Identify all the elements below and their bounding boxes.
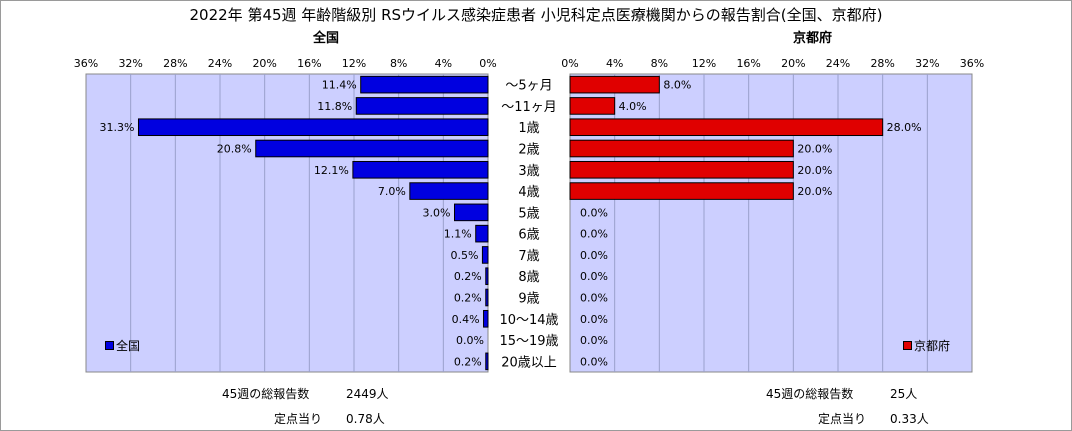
right-data-label: 0.0% <box>580 249 608 262</box>
category-label: 10～14歳 <box>499 313 558 328</box>
right-data-label: 0.0% <box>580 334 608 347</box>
category-label: 15～19歳 <box>499 334 558 349</box>
left-data-label: 0.2% <box>454 355 482 368</box>
right-data-label: 0.0% <box>580 355 608 368</box>
left-tick-label: 16% <box>297 57 321 70</box>
left-data-label: 0.2% <box>454 270 482 283</box>
left-data-label: 3.0% <box>423 206 451 219</box>
right-data-label: 28.0% <box>887 121 922 134</box>
right-tick-label: 4% <box>606 57 623 70</box>
left-tick-label: 12% <box>342 57 366 70</box>
left-tick-label: 8% <box>390 57 407 70</box>
left-bar <box>255 139 489 158</box>
right-data-label: 4.0% <box>619 100 647 113</box>
left-data-label: 0.2% <box>454 292 482 305</box>
kyoto-per-label: 定点当り <box>818 412 867 426</box>
left-data-label: 11.4% <box>322 79 357 92</box>
category-label: ～5ヶ月 <box>505 79 552 94</box>
category-label: 9歳 <box>518 292 539 307</box>
right-data-label: 0.0% <box>580 228 608 241</box>
right-bar <box>569 97 616 115</box>
left-tick-label: 20% <box>252 57 276 70</box>
left-bar <box>483 309 489 328</box>
right-tick-label: 28% <box>870 57 894 70</box>
right-data-label: 8.0% <box>663 79 691 92</box>
national-per-value: 0.78人 <box>346 412 385 426</box>
category-label: 7歳 <box>518 249 539 264</box>
left-tick-label: 24% <box>208 57 232 70</box>
right-tick-label: 24% <box>826 57 850 70</box>
kyoto-legend-swatch <box>903 341 912 350</box>
left-data-label: 0.4% <box>452 313 480 326</box>
left-bar <box>454 203 489 222</box>
right-data-label: 20.0% <box>797 143 832 156</box>
left-data-label: 0.0% <box>456 334 484 347</box>
category-label: 8歳 <box>518 270 539 285</box>
kyoto-legend-label: 京都府 <box>914 339 951 353</box>
left-data-label: 31.3% <box>100 121 135 134</box>
right-bar <box>569 160 794 179</box>
left-data-label: 0.5% <box>450 249 478 262</box>
left-tick-label: 36% <box>74 57 98 70</box>
right-bar <box>569 118 884 137</box>
left-bar <box>137 118 489 137</box>
left-tick-label: 0% <box>479 57 496 70</box>
national-total-value: 2449人 <box>346 387 389 401</box>
right-bar <box>569 182 794 200</box>
left-bar <box>352 160 489 179</box>
right-data-label: 20.0% <box>797 164 832 177</box>
category-label: 1歳 <box>518 121 539 136</box>
chart-title: 2022年 第45週 年齢階級別 RSウイルス感染症患者 小児科定点医療機関から… <box>189 6 883 24</box>
right-bar <box>569 75 660 94</box>
national-per-label: 定点当り <box>274 412 323 426</box>
right-tick-label: 20% <box>781 57 805 70</box>
left-data-label: 11.8% <box>317 100 352 113</box>
category-label: 4歳 <box>518 185 539 200</box>
kyoto-legend: 京都府 <box>903 337 950 354</box>
left-tick-label: 28% <box>163 57 187 70</box>
right-data-label: 0.0% <box>580 270 608 283</box>
category-label: 2歳 <box>518 143 539 158</box>
right-data-label: 0.0% <box>580 292 608 305</box>
left-bar <box>360 75 489 94</box>
left-bar <box>485 267 489 286</box>
national-legend-label: 全国 <box>116 339 141 353</box>
left-bar <box>481 246 489 264</box>
right-data-label: 20.0% <box>797 185 832 198</box>
category-label: 5歳 <box>518 206 539 221</box>
left-tick-label: 4% <box>435 57 452 70</box>
right-data-label: 0.0% <box>580 313 608 326</box>
left-data-label: 1.1% <box>444 228 472 241</box>
right-tick-label: 36% <box>960 57 984 70</box>
category-label: 3歳 <box>518 164 539 179</box>
left-bar <box>409 182 489 200</box>
right-tick-label: 32% <box>915 57 939 70</box>
left-bar <box>355 97 489 115</box>
left-tick-label: 32% <box>118 57 142 70</box>
left-data-label: 7.0% <box>378 185 406 198</box>
category-label: 20歳以上 <box>501 355 557 370</box>
right-tick-label: 0% <box>561 57 578 70</box>
left-bar <box>475 224 489 243</box>
kyoto-total-label: 45週の総報告数 <box>766 387 854 401</box>
left-data-label: 20.8% <box>217 143 252 156</box>
national-legend-swatch <box>105 341 114 350</box>
kyoto-panel-title: 京都府 <box>793 31 833 46</box>
left-data-label: 12.1% <box>314 164 349 177</box>
kyoto-per-value: 0.33人 <box>890 412 929 426</box>
right-tick-label: 8% <box>651 57 668 70</box>
kyoto-total-value: 25人 <box>890 387 918 401</box>
right-bar <box>569 139 794 158</box>
right-tick-label: 12% <box>692 57 716 70</box>
category-label: ～11ヶ月 <box>501 100 557 115</box>
right-tick-label: 16% <box>736 57 760 70</box>
left-bar <box>485 352 489 371</box>
national-legend: 全国 <box>105 337 140 354</box>
left-bar <box>485 288 489 307</box>
category-label: 6歳 <box>518 228 539 243</box>
national-panel-title: 全国 <box>313 31 340 46</box>
national-total-label: 45週の総報告数 <box>222 387 310 401</box>
right-data-label: 0.0% <box>580 206 608 219</box>
